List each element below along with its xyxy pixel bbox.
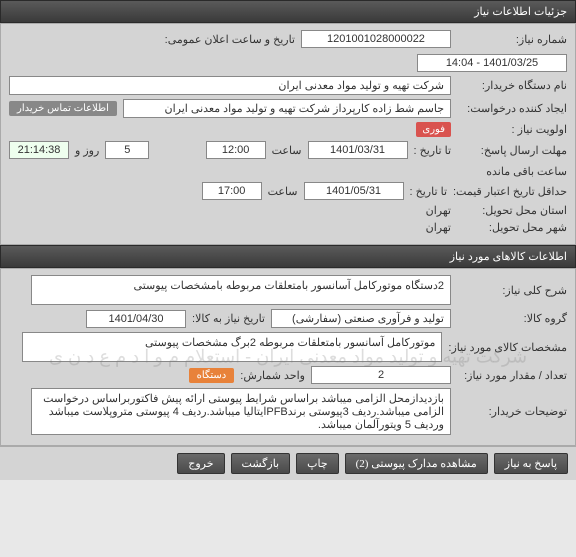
need-info-panel: شماره نیاز: 1201001028000022 تاریخ و ساع… <box>0 23 576 245</box>
buyer-notes-label: توضیحات خریدار: <box>457 405 567 418</box>
reply-date-value: 1401/03/31 <box>308 141 408 159</box>
creator-label: ایجاد کننده درخواست: <box>457 102 567 115</box>
spec-value: موتورکامل آسانسور بامتعلقات مربوطه 2برگ … <box>22 332 442 362</box>
days-label: روز و <box>75 144 99 157</box>
announce-date-value: 1401/03/25 - 14:04 <box>417 54 567 72</box>
province-value: تهران <box>426 204 451 217</box>
need-number-label: شماره نیاز: <box>457 33 567 46</box>
need-date-label: تاریخ نیاز به کالا: <box>192 312 265 325</box>
priority-label: اولویت نیاز : <box>457 123 567 136</box>
valid-to-date-label: تا تاریخ : <box>410 185 447 198</box>
attachments-button[interactable]: مشاهده مدارک پیوستی (2) <box>345 453 488 474</box>
header-title: جزئیات اطلاعات نیاز <box>474 6 567 18</box>
city-value: تهران <box>426 221 451 234</box>
announce-date-label: تاریخ و ساعت اعلان عمومی: <box>165 33 295 46</box>
need-info-header: جزئیات اطلاعات نیاز <box>0 0 576 23</box>
contact-buyer-button[interactable]: اطلاعات تماس خریدار <box>9 101 117 116</box>
goods-header-title: اطلاعات کالاهای مورد نیاز <box>450 251 567 263</box>
time-remaining: 21:14:38 <box>9 141 69 159</box>
desc-value: 2دستگاه موتورکامل آسانسور بامتعلقات مربو… <box>31 275 451 305</box>
days-remaining: 5 <box>105 141 149 159</box>
spec-label: مشخصات کالای مورد نیاز: <box>448 341 567 354</box>
print-button[interactable]: چاپ <box>296 453 339 474</box>
reply-button[interactable]: پاسخ به نیاز <box>494 453 568 474</box>
province-label: استان محل تحویل: <box>457 204 567 217</box>
valid-time-label: ساعت <box>268 185 298 198</box>
min-valid-label: حداقل تاریخ اعتبار قیمت: <box>453 185 567 198</box>
reply-time-value: 12:00 <box>206 141 266 159</box>
goods-panel: شرح کلی نیاز: 2دستگاه موتورکامل آسانسور … <box>0 268 576 446</box>
group-label: گروه کالا: <box>457 312 567 325</box>
back-button[interactable]: بازگشت <box>231 453 291 474</box>
creator-value: جاسم شط زاده کارپرداز شرکت تهیه و تولید … <box>123 99 451 118</box>
goods-header: اطلاعات کالاهای مورد نیاز <box>0 245 576 268</box>
exit-button[interactable]: خروج <box>177 453 224 474</box>
to-date-label: تا تاریخ : <box>414 144 451 157</box>
valid-date-value: 1401/05/31 <box>304 182 404 200</box>
need-number-value: 1201001028000022 <box>301 30 451 48</box>
group-value: تولید و فرآوری صنعتی (سفارشی) <box>271 309 451 328</box>
unit-value: دستگاه <box>189 368 235 383</box>
remaining-label: ساعت باقی مانده <box>486 165 567 178</box>
priority-value: فوری <box>416 122 451 137</box>
reply-time-label: ساعت <box>272 144 302 157</box>
valid-time-value: 17:00 <box>202 182 262 200</box>
city-label: شهر محل تحویل: <box>457 221 567 234</box>
buyer-value: شرکت تهیه و تولید مواد معدنی ایران <box>9 76 451 95</box>
need-date-value: 1401/04/30 <box>86 310 186 328</box>
unit-label: واحد شمارش: <box>240 369 305 382</box>
buyer-notes-value: بازدیدازمحل الزامی میباشد براساس شرایط پ… <box>31 388 451 435</box>
reply-deadline-label: مهلت ارسال پاسخ: <box>457 144 567 157</box>
desc-label: شرح کلی نیاز: <box>457 284 567 297</box>
action-bar: پاسخ به نیاز مشاهده مدارک پیوستی (2) چاپ… <box>0 446 576 480</box>
buyer-label: نام دستگاه خریدار: <box>457 79 567 92</box>
qty-value: 2 <box>311 366 451 384</box>
qty-label: تعداد / مقدار مورد نیاز: <box>457 369 567 382</box>
